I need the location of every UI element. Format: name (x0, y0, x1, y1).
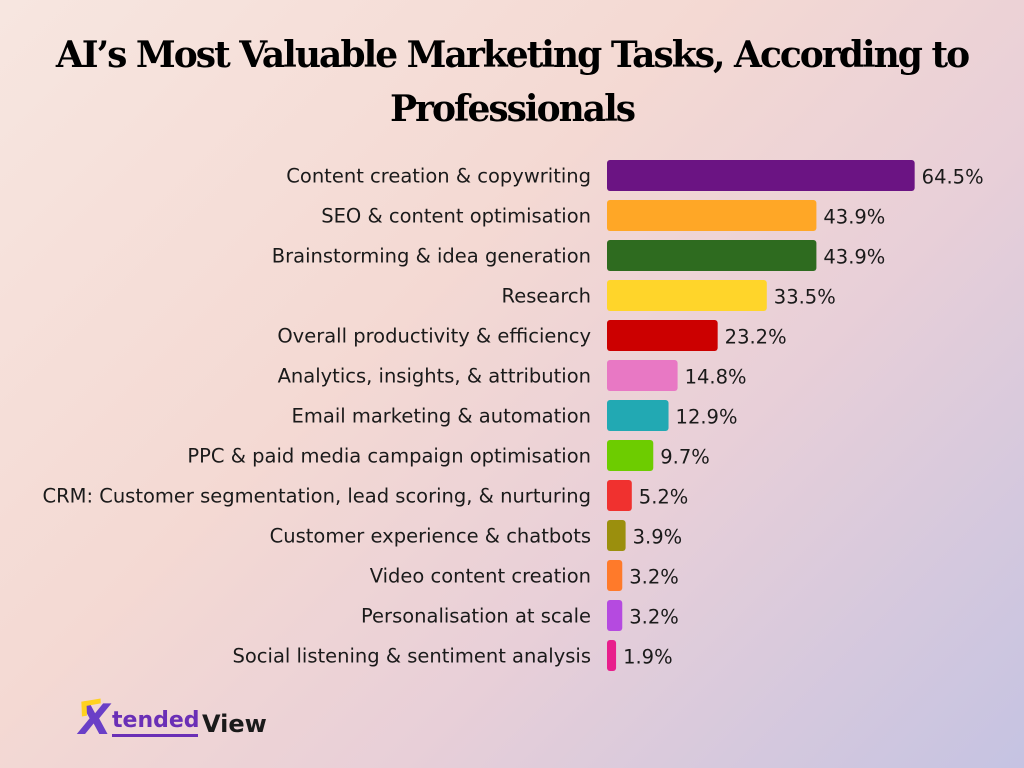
category-label-9: CRM: Customer segmentation, lead scoring… (42, 485, 591, 508)
value-label-2: 43.9% (823, 206, 885, 229)
bar-13 (607, 640, 617, 671)
category-label-12: Personalisation at scale (361, 605, 591, 628)
bar-9 (607, 480, 632, 511)
chart-title-line-2: Professionals (389, 88, 636, 130)
category-label-6: Analytics, insights, & attribution (278, 365, 591, 388)
value-label-4: 33.5% (774, 286, 836, 309)
logo-word-view: View (202, 710, 267, 738)
value-label-5: 23.2% (725, 326, 787, 349)
value-label-10: 3.9% (633, 526, 683, 549)
category-label-4: Research (502, 285, 591, 308)
value-label-11: 3.2% (629, 566, 679, 589)
bar-chart: Content creation & copywriting 64.5% SEO &… (42, 160, 984, 671)
category-label-10: Customer experience & chatbots (270, 525, 591, 548)
bar-5 (607, 320, 718, 351)
value-label-7: 12.9% (676, 406, 738, 429)
bar-12 (607, 600, 623, 631)
logo-underline (112, 734, 198, 737)
value-label-8: 9.7% (660, 446, 710, 469)
value-label-13: 1.9% (623, 646, 673, 669)
bar-2 (607, 200, 817, 231)
category-label-8: PPC & paid media campaign optimisation (187, 445, 591, 468)
bar-10 (607, 520, 626, 551)
category-label-7: Email marketing & automation (292, 405, 591, 428)
logo-x-mark-icon: X (74, 695, 114, 744)
category-label-1: Content creation & copywriting (286, 165, 591, 188)
value-label-9: 5.2% (639, 486, 689, 509)
value-label-3: 43.9% (823, 246, 885, 269)
bar-4 (607, 280, 767, 311)
category-label-5: Overall productivity & efficiency (277, 325, 591, 348)
value-label-1: 64.5% (922, 166, 984, 189)
category-label-2: SEO & content optimisation (321, 205, 591, 228)
chart-title-line-1: AI’s Most Valuable Marketing Tasks, Acco… (55, 34, 970, 76)
logo-word-tended: tended (112, 708, 200, 733)
bar-6 (607, 360, 678, 391)
bar-11 (607, 560, 623, 591)
bar-8 (607, 440, 654, 471)
category-label-3: Brainstorming & idea generation (272, 245, 591, 268)
xtendedview-logo: X tended View (74, 695, 268, 744)
category-label-11: Video content creation (370, 565, 591, 588)
bar-7 (607, 400, 669, 431)
value-label-6: 14.8% (685, 366, 747, 389)
category-label-13: Social listening & sentiment analysis (233, 645, 592, 668)
bar-3 (607, 240, 817, 271)
value-label-12: 3.2% (629, 606, 679, 629)
chart-title: AI’s Most Valuable Marketing Tasks, Acco… (20, 28, 1004, 136)
bar-1 (607, 160, 915, 191)
